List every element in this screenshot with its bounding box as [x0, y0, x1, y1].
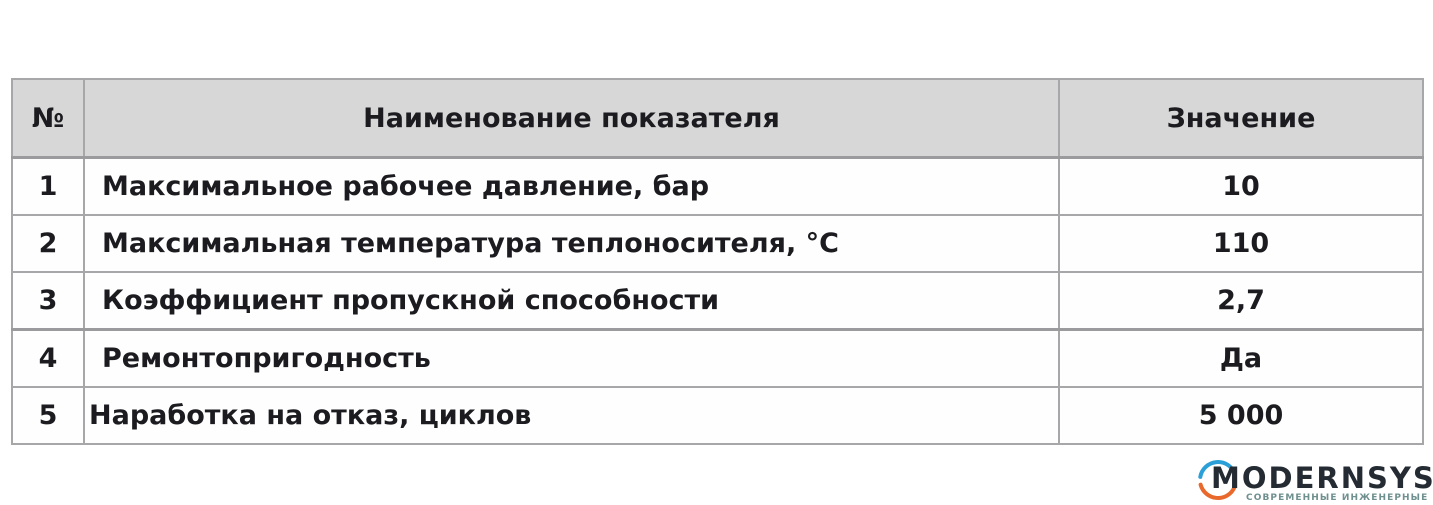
header-row: № Наименование показателя Значение — [11, 78, 1424, 159]
header-cell-number: № — [11, 78, 85, 159]
table-row: 2 Максимальная температура теплоносителя… — [11, 214, 1424, 273]
row-name-cell: Наработка на отказ, циклов — [83, 386, 1060, 445]
modernsys-logo: MODERNSYS СОВРЕМЕННЫЕ ИНЖЕНЕРНЫЕ СИСТЕМЫ — [1196, 456, 1433, 504]
logo-circle-icon — [1198, 460, 1237, 501]
table-row: 5 Наработка на отказ, циклов 5 000 — [11, 386, 1424, 445]
spec-table-header: № Наименование показателя Значение — [11, 78, 1424, 159]
row-value-cell: 2,7 — [1058, 271, 1424, 331]
table-row: 4 Ремонтопригодность Да — [11, 328, 1424, 388]
row-name-cell: Коэффициент пропускной способности — [83, 271, 1060, 331]
row-value-cell: 110 — [1058, 214, 1424, 273]
spec-table-body: 1 Максимальное рабочее давление, бар 10 … — [11, 156, 1424, 445]
table-row: 1 Максимальное рабочее давление, бар 10 — [11, 156, 1424, 216]
spec-table: № Наименование показателя Значение 1 Мак… — [11, 78, 1424, 445]
row-number-cell: 1 — [11, 156, 85, 216]
row-number-cell: 2 — [11, 214, 85, 273]
header-cell-name: Наименование показателя — [83, 78, 1060, 159]
row-name-cell: Максимальное рабочее давление, бар — [83, 156, 1060, 216]
row-name-cell: Ремонтопригодность — [83, 328, 1060, 388]
row-value-cell: 5 000 — [1058, 386, 1424, 445]
row-number-cell: 5 — [11, 386, 85, 445]
row-number-cell: 4 — [11, 328, 85, 388]
row-value-cell: 10 — [1058, 156, 1424, 216]
row-value-cell: Да — [1058, 328, 1424, 388]
table-row: 3 Коэффициент пропускной способности 2,7 — [11, 271, 1424, 331]
logo-tagline-text: СОВРЕМЕННЫЕ ИНЖЕНЕРНЫЕ СИСТЕМЫ — [1246, 493, 1433, 503]
spec-table-container: № Наименование показателя Значение 1 Мак… — [11, 78, 1424, 445]
row-name-cell: Максимальная температура теплоносителя, … — [83, 214, 1060, 273]
logo-brand-text: MODERNSYS — [1211, 461, 1433, 495]
row-number-cell: 3 — [11, 271, 85, 331]
header-cell-value: Значение — [1058, 78, 1424, 159]
